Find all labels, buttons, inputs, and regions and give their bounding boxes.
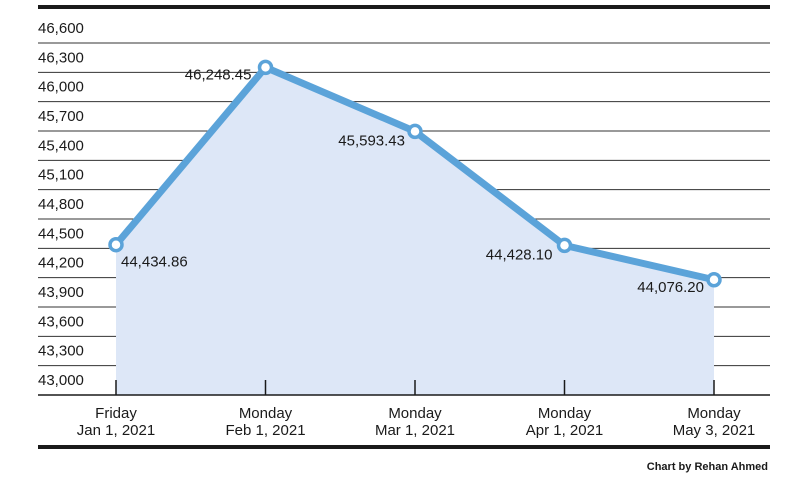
x-tick-label-day: Monday — [538, 405, 592, 422]
y-tick-label: 45,400 — [38, 137, 84, 154]
x-tick-label-date: Jan 1, 2021 — [77, 422, 155, 439]
x-tick-label-date: Feb 1, 2021 — [225, 422, 305, 439]
y-tick-label: 44,800 — [38, 196, 84, 213]
y-tick-label: 43,900 — [38, 284, 84, 301]
area-fill — [116, 67, 714, 395]
x-tick-label-day: Monday — [687, 405, 741, 422]
y-tick-label: 43,000 — [38, 372, 84, 389]
data-label: 44,434.86 — [121, 254, 188, 271]
data-label: 44,076.20 — [637, 279, 704, 296]
data-point — [706, 272, 722, 288]
y-tick-label: 44,500 — [38, 225, 84, 242]
data-label: 46,248.45 — [185, 66, 252, 83]
y-tick-label: 44,200 — [38, 255, 84, 272]
data-label: 44,428.10 — [486, 246, 553, 263]
y-tick-label: 46,000 — [38, 79, 84, 96]
data-point — [108, 236, 124, 253]
y-axis-tick-labels: 43,000 43,300 43,600 43,900 44,200 44,500 44,8… — [38, 20, 84, 389]
x-tick-label-date: Mar 1, 2021 — [375, 422, 455, 439]
x-tick-label-date: May 3, 2021 — [673, 422, 756, 439]
x-tick-label-day: Monday — [388, 405, 442, 422]
top-rule — [38, 5, 770, 9]
x-tick-label-day: Monday — [239, 405, 293, 422]
y-tick-label: 46,300 — [38, 49, 84, 66]
data-label: 45,593.43 — [338, 132, 405, 149]
y-tick-label: 45,700 — [38, 108, 84, 125]
y-tick-label: 43,300 — [38, 343, 84, 360]
chart-credit: Chart by Rehan Ahmed — [647, 461, 768, 473]
x-axis-ticks — [115, 380, 715, 395]
data-point-markers — [108, 59, 722, 288]
y-tick-label: 43,600 — [38, 313, 84, 330]
data-point — [556, 237, 573, 254]
x-tick-label-date: Apr 1, 2021 — [526, 422, 604, 439]
data-labels: 44,434.86 46,248.45 45,593.43 44,428.10 44,0… — [121, 66, 704, 295]
data-point — [257, 59, 274, 76]
y-tick-label: 45,100 — [38, 167, 84, 184]
y-tick-label: 46,600 — [38, 20, 84, 37]
data-point — [407, 123, 423, 140]
x-tick-label-day: Friday — [95, 405, 137, 422]
bottom-rule — [38, 445, 770, 449]
